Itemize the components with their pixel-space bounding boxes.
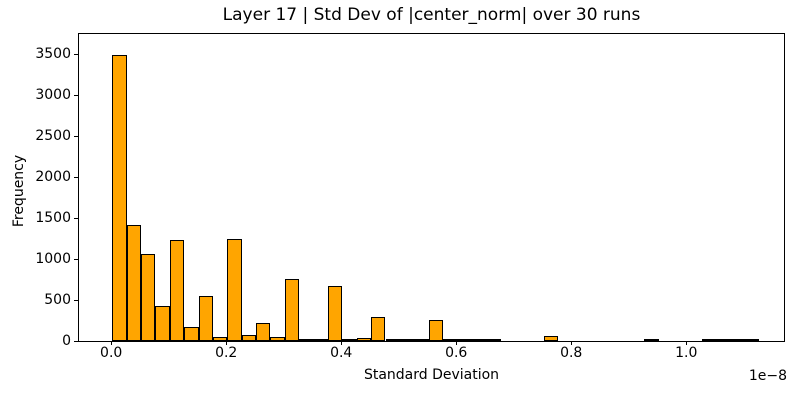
y-tick-label: 500 — [44, 291, 71, 308]
x-tick-mark — [686, 341, 688, 345]
x-tick-label: 0.0 — [100, 345, 123, 361]
x-axis-label: Standard Deviation — [363, 367, 500, 383]
histogram-bar — [701, 339, 717, 341]
histogram-bar — [256, 323, 271, 341]
x-axis-offset-text: 1e−8 — [748, 368, 787, 384]
histogram-bar — [126, 224, 142, 341]
histogram-bar — [284, 279, 300, 341]
y-tick-label: 3000 — [35, 86, 71, 103]
histogram-bar — [486, 338, 501, 341]
histogram-bar — [299, 339, 314, 341]
histogram-bar — [227, 238, 242, 341]
histogram-bar — [155, 305, 170, 341]
plot-area: 0.0 0.2 0.4 0.6 0.8 1.0 0 500 1000 1500 2000 2500 30… — [35, 33, 785, 361]
histogram-bar — [744, 339, 760, 341]
histogram-bar — [471, 339, 487, 341]
x-tick-mark — [341, 341, 343, 345]
y-tick-mark — [74, 299, 78, 301]
x-tick-label: 1.0 — [675, 345, 698, 361]
chart-title: Layer 17 | Std Dev of |center_norm| over… — [222, 5, 641, 25]
x-tick-mark — [111, 341, 113, 345]
y-tick-label: 2000 — [35, 168, 71, 185]
histogram-bar — [543, 335, 558, 341]
histogram-bar — [385, 339, 400, 341]
histogram-bar — [342, 338, 357, 341]
histogram-bar — [414, 339, 429, 341]
y-tick-label: 0 — [62, 333, 71, 349]
histogram-bar — [184, 327, 199, 341]
x-tick-mark — [571, 341, 573, 345]
histogram-bar — [457, 339, 472, 341]
histogram-bar — [270, 337, 285, 341]
histogram-bar — [443, 339, 458, 341]
x-tick-mark — [226, 341, 228, 345]
x-tick-label: 0.8 — [560, 345, 583, 361]
y-tick-label: 2500 — [35, 127, 71, 144]
histogram-bar — [428, 320, 443, 341]
histogram-bar — [198, 296, 213, 341]
y-tick-label: 1000 — [35, 250, 71, 267]
histogram-bar — [169, 239, 185, 341]
x-tick-label: 0.4 — [330, 345, 353, 361]
y-tick-mark — [74, 217, 78, 219]
histogram-bar — [644, 339, 659, 341]
histogram-bar — [399, 339, 415, 341]
histogram-bar — [313, 338, 328, 341]
y-tick-mark — [74, 341, 78, 342]
y-tick-mark — [74, 176, 78, 178]
y-tick-label: 1500 — [35, 209, 71, 226]
y-tick-mark — [74, 258, 78, 260]
histogram-bar — [212, 336, 228, 341]
histogram-bar — [327, 286, 343, 341]
y-tick-label: 3500 — [35, 45, 71, 62]
x-tick-label: 0.2 — [215, 345, 238, 361]
histogram-bar — [716, 339, 731, 341]
histogram-bar — [112, 54, 127, 341]
histogram-bar — [356, 338, 372, 341]
y-tick-mark — [74, 53, 78, 55]
x-tick-label: 0.6 — [445, 345, 468, 361]
y-tick-mark — [74, 135, 78, 137]
y-tick-mark — [74, 94, 78, 96]
histogram-bar — [730, 339, 745, 341]
histogram-bar — [241, 335, 257, 341]
histogram-bar — [141, 254, 156, 341]
x-tick-mark — [456, 341, 458, 345]
histogram-bar — [371, 317, 386, 341]
